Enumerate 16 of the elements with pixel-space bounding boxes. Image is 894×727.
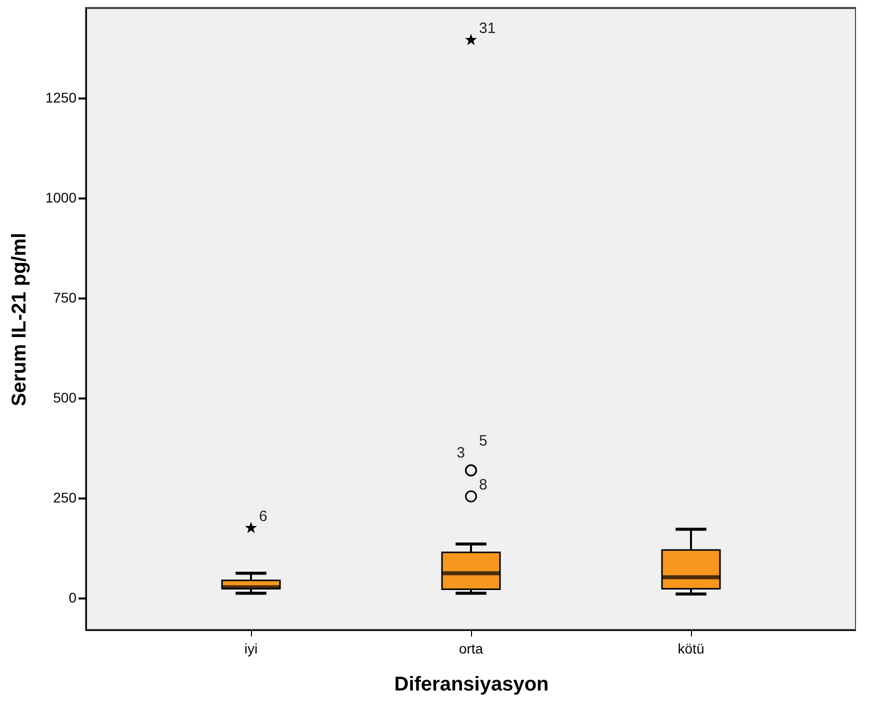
y-tick-label: 1000	[45, 190, 77, 206]
annotation: 5	[479, 432, 488, 450]
y-tick-label: 250	[53, 490, 77, 506]
y-tick-label: 500	[53, 390, 77, 406]
y-axis-title: Serum IL-21 pg/ml	[8, 232, 30, 406]
y-tick-label: 750	[53, 290, 77, 306]
x-axis-title: Diferansiyasyon	[394, 674, 549, 696]
annotation: 31	[479, 20, 496, 37]
x-tick-label: iyi	[244, 640, 258, 656]
annotation: 6	[259, 508, 268, 525]
annotation: 3	[456, 444, 465, 462]
y-tick-label: 1250	[45, 90, 77, 106]
y-tick-label: 0	[68, 590, 77, 606]
annotation: 8	[479, 476, 488, 494]
x-tick-label: orta	[458, 640, 484, 656]
x-tick-label: kötü	[678, 640, 704, 656]
